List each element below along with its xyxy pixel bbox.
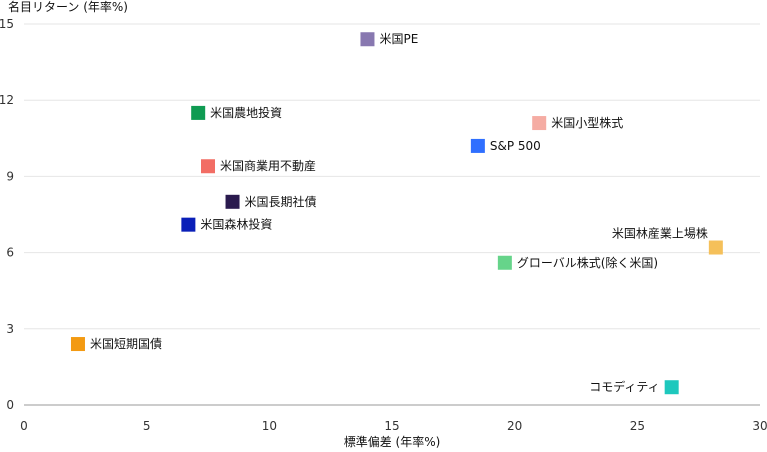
tick-labels: 0 3 6 9 12 15 0 5 10 15 20 25 30 [0,17,767,433]
x-tick-label-0: 0 [20,419,28,433]
x-tick-label-30: 30 [752,419,767,433]
point-label-7: 米国林産業上場株 [612,226,708,241]
point-marker-3 [470,138,485,153]
point-marker-6 [181,217,196,232]
data-points [70,32,723,395]
point-marker-8 [497,255,512,270]
y-tick-label-15: 15 [0,17,14,31]
point-label-8: グローバル株式(除く米国) [517,255,658,270]
point-label-10: コモディティ [589,379,659,394]
point-marker-10 [664,380,679,395]
point-marker-1 [191,105,206,120]
point-label-9: 米国短期国債 [90,336,162,351]
x-tick-label-20: 20 [507,419,522,433]
point-marker-0 [360,32,375,47]
point-marker-2 [532,116,547,131]
point-label-3: S&P 500 [490,139,541,153]
x-tick-label-5: 5 [143,419,151,433]
point-label-6: 米国森林投資 [200,217,272,232]
point-marker-9 [70,337,85,352]
y-tick-label-12: 12 [0,93,14,107]
y-tick-label-3: 3 [6,322,14,336]
y-tick-label-9: 9 [6,169,14,183]
point-label-5: 米国長期社債 [245,194,317,209]
y-tick-label-0: 0 [6,398,14,412]
y-axis-title: 名目リターン (年率%) [8,0,128,14]
x-tick-label-10: 10 [262,419,277,433]
x-tick-label-25: 25 [630,419,645,433]
point-marker-4 [201,159,215,174]
x-tick-label-15: 15 [384,419,399,433]
point-label-1: 米国農地投資 [210,105,282,120]
point-label-4: 米国商業用不動産 [220,158,316,173]
grid-lines [24,23,760,330]
y-tick-label-6: 6 [6,246,14,260]
x-axis-title: 標準偏差 (年率%) [344,434,441,449]
point-marker-5 [225,194,240,209]
point-marker-7 [708,240,723,255]
point-label-0: 米国PE [379,32,418,46]
point-label-2: 米国小型株式 [551,115,623,130]
